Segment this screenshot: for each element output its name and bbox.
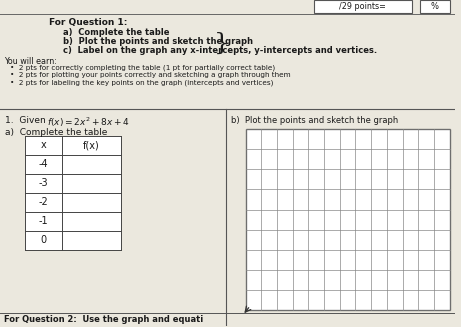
Text: •  2 pts for plotting your points correctly and sketching a graph through them: • 2 pts for plotting your points correct…	[10, 72, 290, 78]
Bar	[246, 129, 449, 311]
Bar	[420, 0, 449, 13]
Text: %: %	[431, 2, 439, 11]
Bar	[24, 136, 121, 250]
Text: You will earn:: You will earn:	[4, 57, 57, 66]
Text: -2: -2	[39, 197, 48, 207]
Text: /29 points=: /29 points=	[339, 2, 386, 11]
Text: For Question 2:  Use the graph and equati: For Question 2: Use the graph and equati	[4, 316, 203, 324]
Text: b)  Plot the points and sketch the graph: b) Plot the points and sketch the graph	[63, 37, 253, 46]
Text: b)  Plot the points and sketch the graph: b) Plot the points and sketch the graph	[230, 116, 398, 125]
Bar	[246, 129, 449, 311]
Text: $f(x) = 2x^2 + 8x + 4$: $f(x) = 2x^2 + 8x + 4$	[47, 116, 130, 129]
Text: -3: -3	[39, 178, 48, 188]
Text: 0: 0	[40, 235, 47, 245]
Text: c)  Label on the graph any x-intercepts, y-intercepts and vertices.: c) Label on the graph any x-intercepts, …	[63, 46, 377, 55]
Text: •  2 pts for correctly completing the table (1 pt for partially correct table): • 2 pts for correctly completing the tab…	[10, 65, 275, 71]
Text: f(x): f(x)	[83, 140, 100, 150]
Text: }: }	[214, 32, 230, 55]
Text: x: x	[41, 140, 46, 150]
Text: a)  Complete the table: a) Complete the table	[5, 128, 107, 137]
Text: -4: -4	[39, 159, 48, 169]
Text: For Question 1:: For Question 1:	[49, 18, 128, 27]
Text: 1.  Given: 1. Given	[5, 116, 48, 125]
Text: •  2 pts for labeling the key points on the graph (intercepts and vertices): • 2 pts for labeling the key points on t…	[10, 80, 273, 86]
Text: -1: -1	[39, 216, 48, 226]
Bar	[313, 0, 412, 13]
Text: a)  Complete the table: a) Complete the table	[63, 28, 170, 37]
